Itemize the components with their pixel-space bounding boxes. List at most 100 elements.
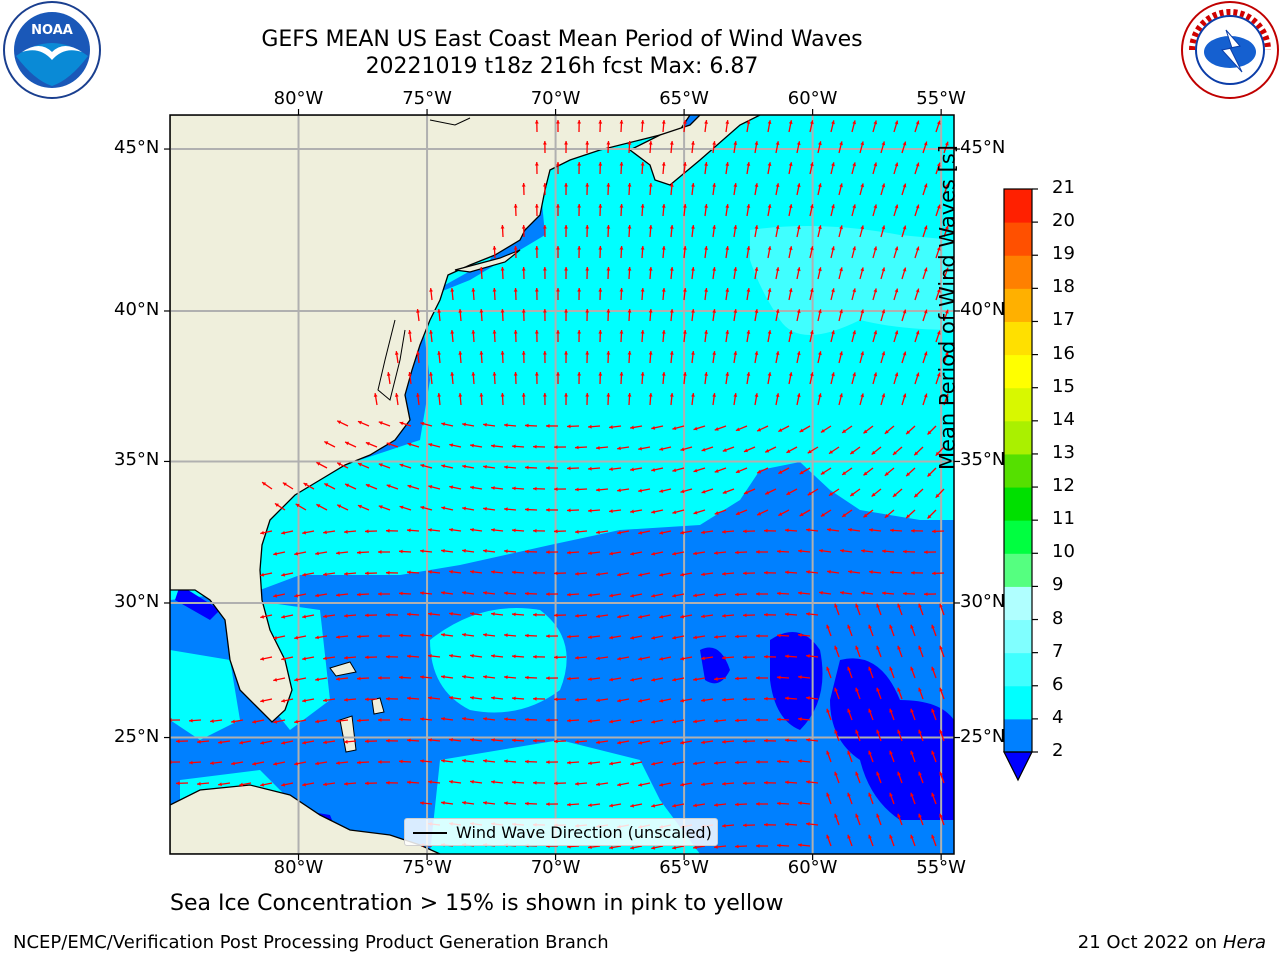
direction-arrow (566, 550, 580, 555)
direction-arrow (627, 266, 632, 280)
direction-arrow (683, 161, 687, 175)
direction-arrow (532, 612, 546, 617)
direction-arrow (767, 330, 772, 343)
direction-arrow (627, 182, 632, 196)
direction-arrow (386, 372, 391, 385)
direction-arrow (935, 204, 941, 217)
colorbar-segment (1004, 255, 1032, 289)
direction-arrow (273, 593, 286, 598)
direction-arrow (775, 351, 780, 364)
sea-ice-note: Sea Ice Concentration > 15% is shown in … (170, 891, 784, 916)
direction-arrow (534, 119, 539, 133)
direction-arrow (470, 611, 483, 616)
direction-arrow (880, 351, 886, 364)
direction-arrow (819, 590, 832, 595)
direction-arrow (441, 632, 454, 637)
direction-arrow (830, 120, 835, 133)
direction-arrow (714, 509, 727, 515)
direction-arrow (693, 425, 706, 431)
colorbar-segment (1004, 586, 1032, 621)
direction-arrow (545, 676, 559, 681)
direction-arrow (273, 635, 286, 640)
direction-arrow (661, 119, 666, 133)
direction-arrow (294, 635, 307, 640)
direction-arrow (577, 203, 582, 217)
direction-arrow (755, 592, 769, 596)
direction-arrow (336, 420, 349, 427)
direction-arrow (606, 182, 611, 196)
direction-arrow (733, 225, 738, 238)
direction-arrow (441, 422, 454, 427)
direction-arrow (704, 330, 708, 343)
direction-arrow (532, 654, 546, 659)
direction-arrow (764, 488, 777, 495)
direction-arrow (725, 288, 730, 301)
direction-arrow (532, 570, 546, 575)
direction-arrow (450, 287, 455, 301)
direction-arrow (672, 467, 685, 473)
direction-arrow (534, 329, 539, 343)
direction-arrow (343, 571, 357, 576)
direction-arrow (524, 465, 538, 470)
direction-arrow (712, 351, 717, 364)
direction-arrow (683, 245, 687, 259)
direction-arrow (343, 529, 357, 534)
direction-arrow (889, 666, 895, 679)
direction-arrow (336, 504, 349, 511)
direction-arrow (683, 287, 687, 301)
direction-arrow (399, 421, 412, 427)
direction-arrow (556, 161, 560, 175)
direction-arrow (524, 675, 538, 680)
direction-arrow (483, 422, 496, 427)
direction-arrow (566, 676, 580, 681)
direction-arrow (627, 350, 632, 364)
direction-arrow (483, 464, 496, 469)
direction-arrow (893, 204, 899, 217)
direction-arrow (851, 246, 856, 259)
direction-arrow (553, 445, 567, 450)
direction-arrow (577, 161, 582, 175)
direction-arrow (661, 371, 666, 385)
direction-arrow (638, 572, 651, 577)
direction-arrow (799, 425, 811, 433)
direction-arrow (691, 225, 695, 238)
direction-arrow (722, 488, 735, 494)
direction-arrow (394, 351, 399, 364)
direction-arrow (788, 204, 793, 217)
direction-arrow (323, 572, 336, 577)
direction-arrow (820, 509, 832, 517)
direction-arrow (868, 666, 874, 679)
direction-arrow (691, 141, 695, 154)
direction-arrow (830, 288, 835, 301)
direction-arrow (914, 288, 920, 301)
direction-arrow (828, 488, 840, 497)
footer-date: 21 Oct 2022 on Hera (1078, 932, 1266, 953)
direction-arrow (491, 612, 504, 616)
direction-arrow (428, 654, 441, 658)
direction-arrow (872, 162, 878, 175)
direction-arrow (302, 530, 315, 535)
direction-arrow (797, 633, 811, 638)
direction-arrow (483, 549, 496, 553)
direction-arrow (302, 614, 315, 619)
direction-arrow (884, 467, 895, 477)
direction-arrow (756, 467, 769, 474)
direction-arrow (725, 204, 730, 217)
direction-arrow (796, 309, 801, 322)
direction-arrow (901, 393, 907, 406)
direction-arrow (441, 506, 454, 511)
direction-arrow (416, 393, 420, 406)
direction-arrow (651, 467, 664, 472)
colorbar-segment (1004, 553, 1032, 587)
direction-arrow (545, 550, 559, 555)
direction-arrow (935, 246, 941, 259)
direction-arrow (524, 549, 538, 554)
direction-arrow (714, 677, 727, 681)
direction-arrow (294, 551, 307, 556)
direction-arrow (680, 614, 693, 619)
direction-arrow (545, 592, 559, 597)
chart-title: GEFS MEAN US East Coast Mean Period of W… (261, 27, 863, 52)
direction-arrow (784, 612, 798, 617)
wind-wave-direction-arrows (170, 119, 949, 850)
